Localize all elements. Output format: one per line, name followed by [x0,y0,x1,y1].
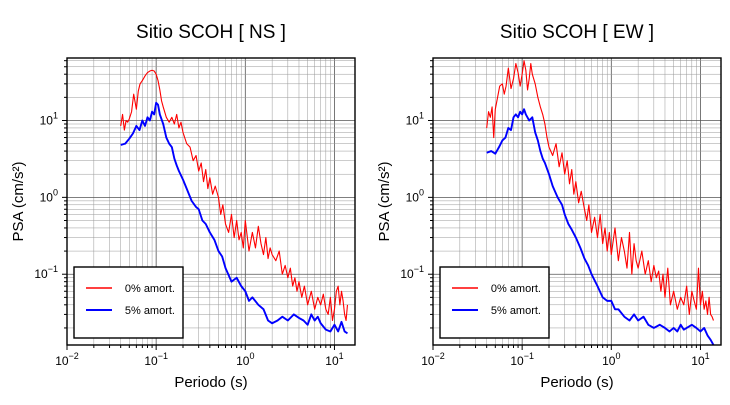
x-tick-label: 100 [236,351,254,368]
y-tick-label: 100 [40,187,58,204]
x-tick-label-exponent: −1 [524,351,534,361]
y-tick-label-exponent: −1 [414,264,424,274]
x-tick-label: 10−2 [55,351,79,368]
x-tick-label-exponent: 0 [249,351,254,361]
panel-title: Sitio SCOH [ EW ] [500,22,654,43]
y-axis-label: PSA (cm/s²) [10,161,27,241]
legend: 0% amort. 5% amort. [73,266,184,339]
y-tick-label-base: 10 [40,190,54,204]
y-tick-label: 10−1 [400,264,424,281]
x-tick-label: 10−2 [421,351,445,368]
x-tick-label-exponent: 1 [705,351,710,361]
x-tick-label-exponent: 0 [615,351,620,361]
legend-label: 0% amort. [125,283,175,295]
legend-box [73,266,184,339]
y-tick-label-base: 10 [34,267,48,281]
series-line-amort-0 [120,69,349,322]
y-tick-label-base: 10 [400,267,414,281]
x-tick-label-base: 10 [510,354,524,368]
x-tick-label-base: 10 [55,354,69,368]
x-tick-label-exponent: −2 [69,351,79,361]
series-group [120,69,349,335]
series-line-amort-0 [486,60,714,321]
legend-label: 0% amort. [491,283,541,295]
y-tick-label-base: 10 [40,113,54,127]
y-tick-label-exponent: 0 [419,187,424,197]
x-tick-label-base: 10 [144,354,158,368]
series-line-amort-5 [120,101,349,335]
ticks [428,60,701,350]
ticks [62,60,335,350]
series-group [486,60,715,345]
x-tick-label-exponent: −1 [158,351,168,361]
x-axis-label: Periodo (s) [540,374,613,391]
y-tick-label-exponent: −1 [48,264,58,274]
x-tick-label: 101 [325,351,343,368]
x-tick-label: 10−1 [144,351,168,368]
y-tick-label-base: 10 [406,190,420,204]
x-tick-label-base: 10 [691,354,705,368]
grid [433,58,721,345]
y-tick-label-exponent: 1 [419,110,424,120]
x-tick-label-exponent: −2 [435,351,445,361]
y-tick-label-base: 10 [406,113,420,127]
y-tick-label: 100 [406,187,424,204]
y-tick-label: 101 [40,110,58,127]
plot-frame [66,57,356,346]
x-tick-label-base: 10 [325,354,339,368]
legend-box [439,266,550,339]
legend: 0% amort. 5% amort. [439,266,550,339]
x-tick-label-exponent: 1 [339,351,344,361]
y-tick-label: 101 [406,110,424,127]
panel-title: Sitio SCOH [ NS ] [136,22,286,43]
legend-label: 5% amort. [125,305,175,317]
y-axis-label: PSA (cm/s²) [376,161,393,241]
x-tick-label: 101 [691,351,709,368]
legend-label: 5% amort. [491,305,541,317]
series-line-amort-5 [486,108,715,345]
x-tick-label: 10−1 [510,351,534,368]
y-tick-label: 10−1 [34,264,58,281]
x-axis-label: Periodo (s) [174,374,247,391]
x-tick-label-base: 10 [602,354,616,368]
y-tick-label-exponent: 1 [53,110,58,120]
x-tick-label-base: 10 [421,354,435,368]
x-tick-label: 100 [602,351,620,368]
y-tick-label-exponent: 0 [53,187,58,197]
plot-frame [432,57,722,346]
x-tick-label-base: 10 [236,354,250,368]
